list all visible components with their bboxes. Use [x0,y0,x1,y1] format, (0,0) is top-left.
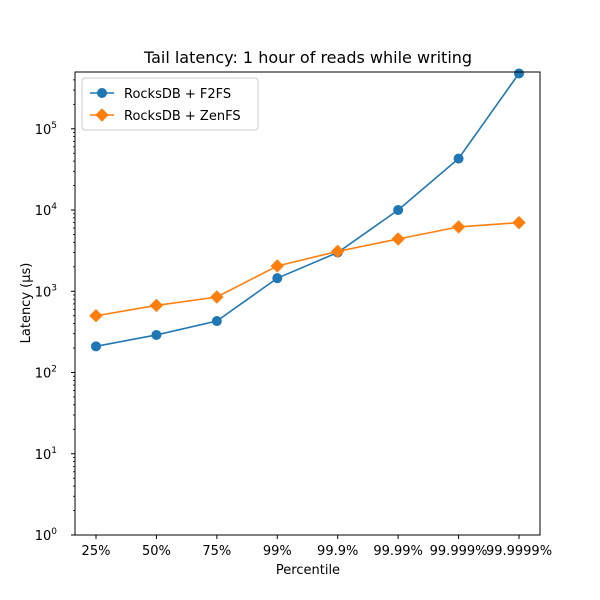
data-point-0 [514,68,524,79]
legend-box [81,77,259,131]
x-tick-label: 25% [82,544,111,559]
legend-marker [97,88,107,98]
data-point-0 [211,316,222,327]
legend: RocksDB + F2FS RocksDB + ZenFS [81,77,259,131]
data-point-0 [453,153,464,164]
legend-marker [95,108,109,122]
y-tick-label: 101 [35,446,57,463]
data-point-0 [91,341,101,352]
data-point-0 [393,205,404,216]
x-tick-label: 99.9% [317,544,358,559]
legend-label: RocksDB + F2FS [124,87,231,102]
plot-area: 25% 50% 75% 99% 99.9% 99.99% 99.999%99.9999% 10… [35,68,552,559]
x-tick-label: 99.999% [430,544,488,559]
data-point-1 [331,244,345,259]
x-tick-label: 99.99% [373,544,423,559]
chart-title: Tail latency: 1 hour of reads while writ… [143,48,472,67]
y-tick-label: 103 [35,283,57,300]
series-line-1 [95,221,520,317]
y-tick-label: 100 [35,527,58,544]
y-tick-label: 104 [35,202,58,219]
data-point-1 [89,309,103,323]
x-tick-label: 75% [202,544,231,559]
data-point-1 [391,232,405,246]
legend-label: RocksDB + ZenFS [124,109,241,124]
plot-frame [74,71,541,536]
data-point-1 [270,259,284,273]
y-axis-label: Latency (µs) [19,263,34,344]
data-point-1 [210,290,224,304]
data-point-0 [272,273,283,284]
data-point-0 [151,329,162,340]
x-tick-label: 50% [142,544,171,559]
data-point-1 [149,298,164,313]
x-tick-label: 99.9999% [486,544,552,559]
data-point-1 [512,215,526,230]
series-line-0 [95,72,520,348]
data-point-1 [451,220,466,234]
x-tick-label: 99% [263,544,292,559]
x-axis-label: Percentile [276,563,340,578]
y-tick-label: 102 [35,365,57,382]
y-tick-label: 105 [35,121,57,138]
